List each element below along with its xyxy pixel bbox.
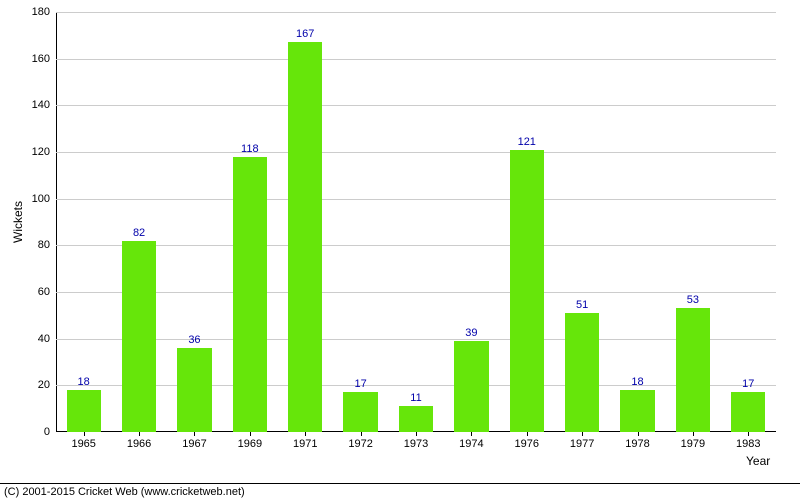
y-tick-label: 180	[32, 6, 56, 18]
bar: 18	[67, 390, 101, 432]
chart-container: 0204060801001201401601801819658219663619…	[0, 0, 800, 480]
gridline	[56, 152, 776, 153]
bar-value-label: 167	[296, 28, 314, 42]
x-tick-label: 1978	[625, 432, 649, 450]
y-tick-label: 60	[38, 286, 56, 298]
x-tick-label: 1969	[238, 432, 262, 450]
y-tick-label: 100	[32, 193, 56, 205]
bar: 82	[122, 241, 156, 432]
x-tick-label: 1966	[127, 432, 151, 450]
x-tick-label: 1965	[71, 432, 95, 450]
bar: 39	[454, 341, 488, 432]
bar-value-label: 118	[241, 143, 259, 157]
y-tick-label: 40	[38, 333, 56, 345]
x-tick-label: 1983	[736, 432, 760, 450]
y-tick-label: 0	[44, 426, 56, 438]
gridline	[56, 12, 776, 13]
x-axis-title: Year	[746, 454, 770, 468]
x-tick-label: 1974	[459, 432, 483, 450]
bar-value-label: 17	[354, 378, 366, 392]
bar-value-label: 121	[518, 136, 536, 150]
bar: 53	[676, 308, 710, 432]
bar: 118	[233, 157, 267, 432]
gridline	[56, 245, 776, 246]
plot-area: 0204060801001201401601801819658219663619…	[56, 12, 776, 432]
x-tick-label: 1977	[570, 432, 594, 450]
gridline	[56, 385, 776, 386]
bar-value-label: 11	[410, 392, 421, 406]
gridline	[56, 105, 776, 106]
gridline	[56, 59, 776, 60]
x-tick-label: 1979	[681, 432, 705, 450]
gridline	[56, 199, 776, 200]
bar-value-label: 82	[133, 227, 145, 241]
gridline	[56, 292, 776, 293]
y-axis-line	[56, 12, 57, 432]
bar: 167	[288, 42, 322, 432]
y-tick-label: 20	[38, 379, 56, 391]
bar: 17	[731, 392, 765, 432]
x-tick-label: 1973	[404, 432, 428, 450]
y-tick-label: 80	[38, 239, 56, 251]
bar-value-label: 17	[742, 378, 754, 392]
bar-value-label: 53	[687, 294, 699, 308]
x-tick-label: 1971	[293, 432, 317, 450]
bar-value-label: 51	[576, 299, 588, 313]
x-tick-label: 1976	[515, 432, 539, 450]
bar-value-label: 18	[631, 376, 643, 390]
y-tick-label: 160	[32, 53, 56, 65]
bar: 51	[565, 313, 599, 432]
bar: 121	[510, 150, 544, 432]
y-tick-label: 120	[32, 146, 56, 158]
y-tick-label: 140	[32, 99, 56, 111]
copyright-footer: (C) 2001-2015 Cricket Web (www.cricketwe…	[0, 483, 800, 500]
gridline	[56, 339, 776, 340]
x-tick-label: 1967	[182, 432, 206, 450]
x-tick-label: 1972	[348, 432, 372, 450]
copyright-text: (C) 2001-2015 Cricket Web (www.cricketwe…	[4, 486, 245, 498]
y-axis-title: Wickets	[11, 201, 25, 243]
bar: 18	[620, 390, 654, 432]
bar: 36	[177, 348, 211, 432]
bar: 17	[343, 392, 377, 432]
bar: 11	[399, 406, 433, 432]
bar-value-label: 39	[465, 327, 477, 341]
bar-value-label: 18	[78, 376, 90, 390]
bar-value-label: 36	[188, 334, 200, 348]
